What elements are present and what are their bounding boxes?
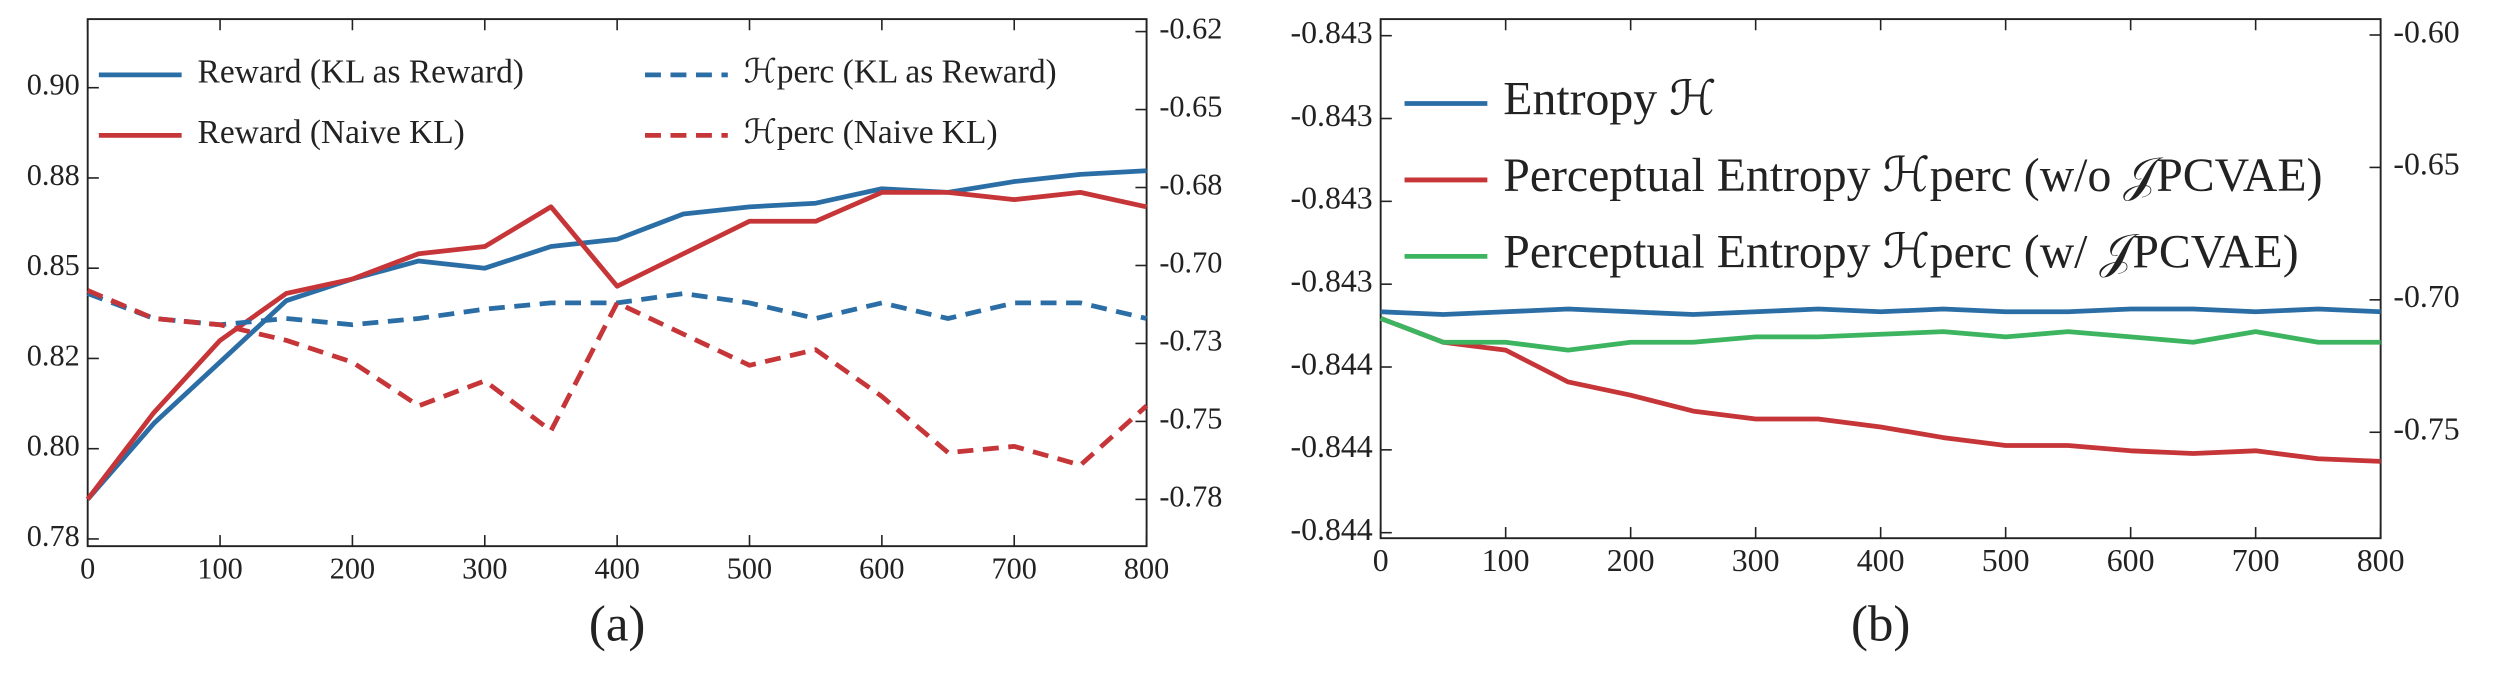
legend-label: Reward (KL as Reward) [198,54,524,91]
y2-tick-label: -0.65 [2393,147,2459,182]
y2-tick-label: -0.68 [1159,167,1222,201]
caption: (b) [1851,597,1910,653]
series-line [1379,316,2381,464]
series-line [85,189,1148,501]
y-tick-label: 0.80 [27,429,80,463]
x-tick-label: 600 [859,552,904,586]
x-tick-label: 0 [80,552,95,586]
legend-label: Reward (Naive KL) [198,114,465,151]
y2-tick-label: -0.75 [1159,401,1222,435]
x-tick-label: 600 [2107,543,2155,578]
legend-label: ℋperc (KL as Reward) [744,54,1057,91]
x-tick-label: 800 [2357,543,2405,578]
legend-label: ℋperc (Naive KL) [744,114,998,151]
x-tick-label: 300 [1732,543,1780,578]
y-tick-label: -0.843 [1290,15,1372,50]
x-tick-label: 500 [727,552,772,586]
y-tick-label: 0.78 [27,519,80,553]
legend-label: Entropy ℋ [1503,72,1716,125]
y2-tick-label: -0.70 [1159,245,1222,279]
x-tick-label: 700 [2232,543,2280,578]
x-tick-label: 500 [1982,543,2030,578]
y-tick-label: -0.844 [1290,512,1372,547]
y2-tick-label: -0.73 [1159,323,1222,357]
y2-tick-label: -0.70 [2393,279,2459,314]
legend-label: Perceptual Entropy ℋperc (w/ 𝒥PCVAE) [1503,225,2298,278]
x-tick-label: 400 [1857,543,1905,578]
y-tick-label: 0.88 [27,158,80,192]
x-tick-label: 200 [330,552,375,586]
y2-tick-label: -0.62 [1159,12,1222,46]
y-tick-label: 0.90 [27,68,80,102]
y2-tick-label: -0.60 [2393,14,2459,49]
x-tick-label: 0 [1373,543,1389,578]
x-tick-label: 800 [1124,552,1169,586]
x-tick-label: 100 [1482,543,1530,578]
y-tick-label: 0.85 [27,248,80,282]
legend-label: Perceptual Entropy ℋperc (w/o 𝒥PCVAE) [1503,149,2322,202]
x-tick-label: 100 [197,552,242,586]
series-line [1380,306,2381,317]
y-tick-label: -0.843 [1290,181,1372,216]
x-tick-label: 400 [594,552,639,586]
series-line [86,291,1148,328]
y-tick-label: -0.844 [1290,429,1372,464]
y-tick-label: -0.843 [1290,98,1372,133]
y-tick-label: 0.82 [27,338,80,372]
x-tick-label: 200 [1607,543,1655,578]
series-line [86,288,1149,468]
y-tick-label: -0.844 [1290,346,1372,381]
y-tick-label: -0.843 [1290,263,1372,298]
x-tick-label: 300 [462,552,507,586]
y2-tick-label: -0.78 [1159,479,1222,513]
y2-tick-label: -0.65 [1159,89,1222,123]
caption: (a) [589,597,646,653]
y2-tick-label: -0.75 [2393,412,2459,447]
series-line [1379,316,2381,353]
x-tick-label: 700 [992,552,1037,586]
